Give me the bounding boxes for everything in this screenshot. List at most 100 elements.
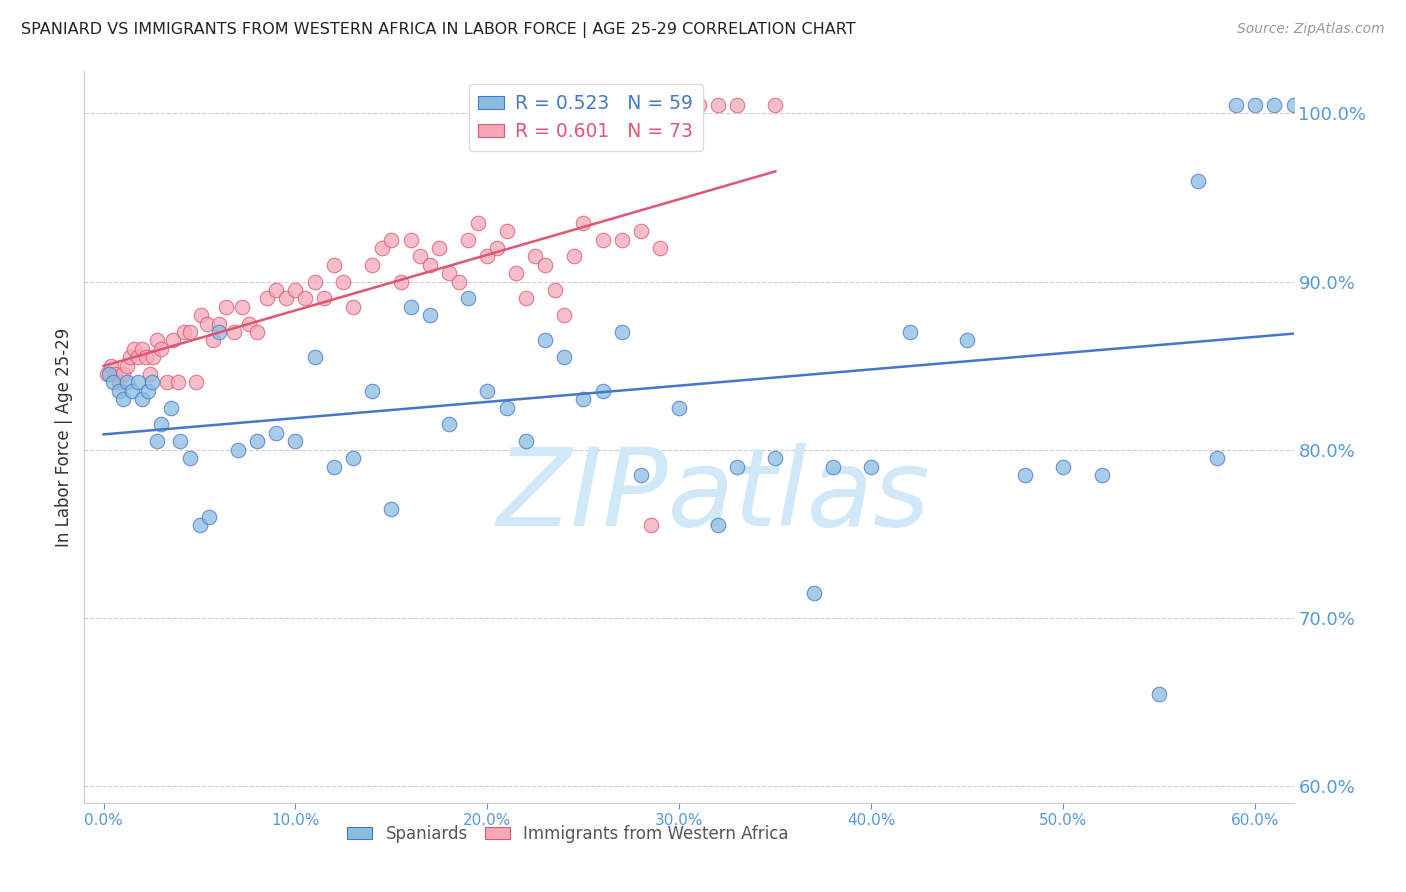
Point xyxy=(630,224,652,238)
Point xyxy=(138,367,160,381)
Point xyxy=(515,434,537,449)
Point xyxy=(222,325,245,339)
Point xyxy=(592,233,614,247)
Point xyxy=(146,434,169,449)
Point xyxy=(208,325,231,339)
Point xyxy=(167,376,190,390)
Point xyxy=(314,291,336,305)
Point xyxy=(495,224,517,238)
Point xyxy=(173,325,195,339)
Point xyxy=(115,359,138,373)
Point xyxy=(610,325,633,339)
Point xyxy=(803,585,825,599)
Point xyxy=(284,283,307,297)
Point xyxy=(342,451,364,466)
Point xyxy=(534,258,557,272)
Point xyxy=(1225,98,1247,112)
Point xyxy=(1205,451,1227,466)
Text: ZIPatlas: ZIPatlas xyxy=(496,443,929,548)
Point xyxy=(898,325,921,339)
Point xyxy=(380,233,402,247)
Point xyxy=(380,501,402,516)
Point xyxy=(477,384,499,398)
Point xyxy=(1014,467,1036,482)
Point xyxy=(294,291,316,305)
Point xyxy=(256,291,278,305)
Point xyxy=(543,283,565,297)
Point xyxy=(169,434,191,449)
Point xyxy=(104,367,127,381)
Point xyxy=(115,376,138,390)
Point xyxy=(688,98,710,112)
Point xyxy=(860,459,883,474)
Point xyxy=(127,376,149,390)
Point xyxy=(572,392,595,407)
Point xyxy=(322,459,344,474)
Point xyxy=(477,249,499,263)
Point xyxy=(447,275,470,289)
Point xyxy=(156,376,179,390)
Point xyxy=(274,291,297,305)
Point xyxy=(135,350,157,364)
Point xyxy=(515,291,537,305)
Point xyxy=(150,342,173,356)
Point xyxy=(111,392,134,407)
Point xyxy=(342,300,364,314)
Point xyxy=(553,350,575,364)
Point xyxy=(184,376,207,390)
Point xyxy=(399,300,422,314)
Point xyxy=(120,350,142,364)
Text: Source: ZipAtlas.com: Source: ZipAtlas.com xyxy=(1237,22,1385,37)
Point xyxy=(142,350,165,364)
Point xyxy=(706,518,728,533)
Point xyxy=(429,241,451,255)
Point xyxy=(1090,467,1112,482)
Point xyxy=(419,258,441,272)
Point xyxy=(437,417,460,432)
Point xyxy=(650,241,672,255)
Point xyxy=(284,434,307,449)
Point xyxy=(1263,98,1285,112)
Point xyxy=(763,98,786,112)
Point xyxy=(610,233,633,247)
Point xyxy=(389,275,412,289)
Point xyxy=(121,384,143,398)
Point xyxy=(100,359,122,373)
Point xyxy=(956,334,979,348)
Point xyxy=(371,241,394,255)
Point xyxy=(437,266,460,280)
Point xyxy=(179,325,201,339)
Point xyxy=(150,417,173,432)
Text: SPANIARD VS IMMIGRANTS FROM WESTERN AFRICA IN LABOR FORCE | AGE 25-29 CORRELATIO: SPANIARD VS IMMIGRANTS FROM WESTERN AFRI… xyxy=(21,22,856,38)
Point xyxy=(630,467,652,482)
Point xyxy=(98,367,121,381)
Point xyxy=(1052,459,1074,474)
Point xyxy=(457,291,479,305)
Point xyxy=(485,241,508,255)
Point xyxy=(266,425,288,440)
Point xyxy=(131,342,153,356)
Point xyxy=(534,334,557,348)
Point xyxy=(562,249,585,263)
Point xyxy=(179,451,201,466)
Point xyxy=(108,384,131,398)
Point xyxy=(399,233,422,247)
Point xyxy=(495,401,517,415)
Point xyxy=(668,98,690,112)
Point xyxy=(322,258,344,272)
Point xyxy=(146,334,169,348)
Point xyxy=(505,266,527,280)
Point xyxy=(208,317,231,331)
Point xyxy=(96,367,118,381)
Point xyxy=(304,275,326,289)
Point xyxy=(108,376,131,390)
Point xyxy=(821,459,844,474)
Point xyxy=(101,376,124,390)
Y-axis label: In Labor Force | Age 25-29: In Labor Force | Age 25-29 xyxy=(55,327,73,547)
Point xyxy=(266,283,288,297)
Point xyxy=(725,98,748,112)
Point xyxy=(127,350,149,364)
Point xyxy=(640,518,662,533)
Point xyxy=(457,233,479,247)
Point xyxy=(706,98,728,112)
